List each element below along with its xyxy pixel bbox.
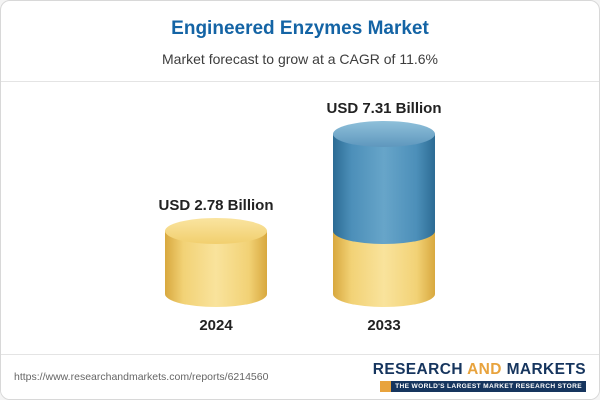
bar-2033-upper-segment [333, 134, 435, 244]
value-label-2024: USD 2.78 Billion [158, 197, 274, 214]
logo-word-research: RESEARCH [372, 361, 463, 379]
researchandmarkets-logo[interactable]: RESEARCH AND MARKETS THE WORLD'S LARGEST… [373, 362, 586, 392]
logo-word-markets: MARKETS [506, 361, 586, 379]
logo-word-and: AND [467, 361, 502, 379]
logo-tagline-bar: THE WORLD'S LARGEST MARKET RESEARCH STOR… [380, 380, 586, 392]
year-label-2033: 2033 [367, 317, 401, 334]
logo-tagline: THE WORLD'S LARGEST MARKET RESEARCH STOR… [391, 380, 586, 392]
source-url[interactable]: https://www.researchandmarkets.com/repor… [14, 371, 269, 383]
bar-group-2033: USD 7.31 Billion 2033 [324, 100, 444, 334]
logo-wordmark: RESEARCH AND MARKETS [373, 362, 586, 378]
footer: https://www.researchandmarkets.com/repor… [1, 354, 599, 399]
bar-2024-top-ellipse [165, 218, 267, 244]
bar-chart: USD 2.78 Billion 2024 USD 7.31 Billion 2… [1, 86, 599, 334]
bar-2024-cylinder [165, 218, 267, 307]
chart-header: Engineered Enzymes Market Market forecas… [1, 1, 599, 82]
year-label-2024: 2024 [199, 317, 233, 334]
chart-subtitle: Market forecast to grow at a CAGR of 11.… [162, 51, 438, 67]
bar-2033-cylinder [333, 121, 435, 307]
chart-title: Engineered Enzymes Market [171, 18, 429, 39]
logo-gold-block [380, 380, 392, 392]
value-label-2033: USD 7.31 Billion [326, 100, 442, 117]
bar-2033-top-ellipse [333, 121, 435, 147]
bar-group-2024: USD 2.78 Billion 2024 [156, 197, 276, 334]
header-divider [1, 81, 599, 82]
